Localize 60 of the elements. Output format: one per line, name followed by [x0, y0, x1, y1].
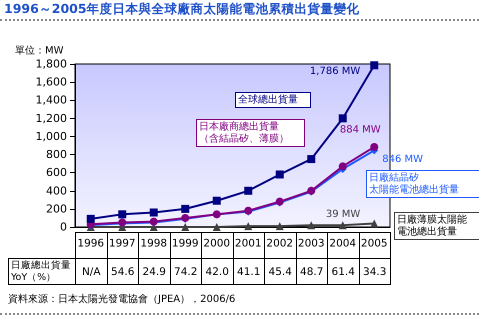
x-tick-label: 2001: [234, 238, 262, 250]
x-tick-label: 2004: [329, 238, 356, 250]
point: [181, 223, 190, 231]
y-tick-label: 200: [46, 202, 67, 216]
source-note: 資料來源：日本太陽光發電協會（JPEA），2006/6: [8, 292, 236, 306]
x-tick-label: 2002: [266, 238, 294, 250]
point: [307, 221, 316, 230]
y-tick-label: 0: [60, 220, 67, 234]
data-label: 884 MW: [340, 124, 381, 136]
point: [86, 214, 95, 223]
point: [307, 155, 316, 164]
data-label: 1,786 MW: [310, 66, 360, 77]
x-tick-label: 1996: [77, 238, 104, 250]
text: N/A: [75, 258, 108, 285]
y-tick-label: 1,600: [36, 76, 67, 89]
point: [118, 210, 126, 218]
y-tick-label: 600: [46, 166, 67, 180]
point: [150, 208, 158, 217]
text: 74.2: [170, 258, 202, 285]
y-tick-label: 1,000: [36, 130, 67, 143]
point: [276, 170, 284, 178]
y-tick-label: 1,800: [36, 58, 67, 70]
text: 42.0: [201, 258, 234, 285]
text: 48.7: [296, 258, 328, 285]
x-tick-label: 2003: [298, 238, 325, 250]
text: 41.1: [232, 258, 265, 285]
text: 日廠總出貨量 YoY（%）: [8, 258, 76, 285]
point: [181, 204, 190, 213]
point: [338, 114, 347, 122]
text: 全球總出貨量: [238, 94, 298, 106]
text: 24.9: [138, 258, 170, 285]
series-label: 日廠結晶矽太陽能電池總出貨量: [369, 172, 459, 196]
y-tick-label: 1,200: [36, 112, 67, 125]
x-tick-label: 1998: [140, 238, 168, 250]
point: [276, 222, 284, 230]
y-tick-label: 800: [46, 148, 67, 162]
x-tick-label: 1997: [108, 238, 136, 250]
point: [338, 162, 347, 170]
text: 45.4: [264, 258, 296, 285]
point: [212, 223, 221, 231]
point: [370, 61, 378, 70]
data-label: 39 MW: [326, 208, 360, 220]
point: [370, 219, 378, 228]
point: [338, 221, 347, 230]
y-tick-label: 1,400: [36, 94, 67, 107]
chart-title: 1996～2005年度日本與全球廠商太陽能電池累積出貨量變化: [4, 1, 360, 18]
x-tick-label: 2005: [360, 238, 388, 250]
x-tick-label: 1999: [172, 238, 199, 250]
text: 34.3: [358, 258, 391, 285]
text: 61.4: [327, 258, 360, 285]
point: [244, 186, 252, 195]
series-label: 日廠薄膜太陽能電池總出貨量: [397, 214, 467, 238]
text: 日本廠商總出貨量（含結晶矽、薄膜）: [199, 120, 289, 144]
text: 54.6: [106, 258, 139, 285]
y-axis-title: 單位：MW: [15, 44, 64, 56]
point: [212, 196, 221, 205]
point: [370, 142, 378, 151]
point: [244, 222, 252, 230]
x-tick-label: 2000: [203, 238, 230, 250]
y-tick-label: 400: [46, 184, 67, 198]
